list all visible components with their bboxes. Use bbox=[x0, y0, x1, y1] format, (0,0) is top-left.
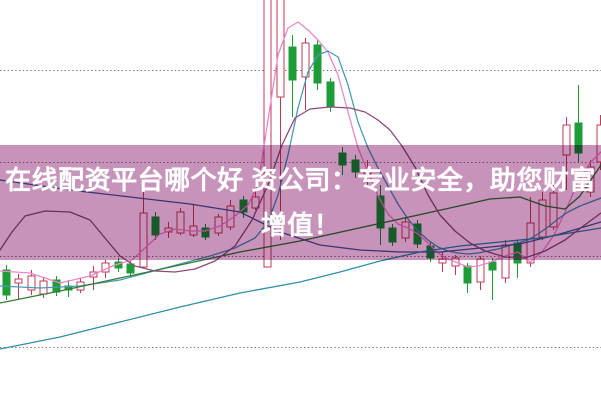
candle-body bbox=[326, 81, 335, 108]
headline-line-2: 增值！ bbox=[260, 210, 341, 240]
candle-body bbox=[288, 46, 297, 81]
candle-body bbox=[301, 42, 310, 78]
candle-body bbox=[2, 269, 11, 296]
candle-body bbox=[463, 265, 472, 284]
candle-body bbox=[126, 263, 135, 274]
candle-body bbox=[14, 278, 23, 284]
candle-body bbox=[313, 44, 322, 84]
headline-banner: 在线配资平台哪个好 资公司：专业安全，助您财富 增值！ bbox=[0, 145, 601, 260]
candle-body bbox=[488, 261, 497, 271]
candle-body bbox=[476, 258, 485, 283]
candle-body bbox=[27, 275, 36, 291]
candle-body bbox=[263, 0, 272, 268]
headline-line-1: 在线配资平台哪个好 资公司：专业安全，助您财富 bbox=[5, 165, 596, 195]
